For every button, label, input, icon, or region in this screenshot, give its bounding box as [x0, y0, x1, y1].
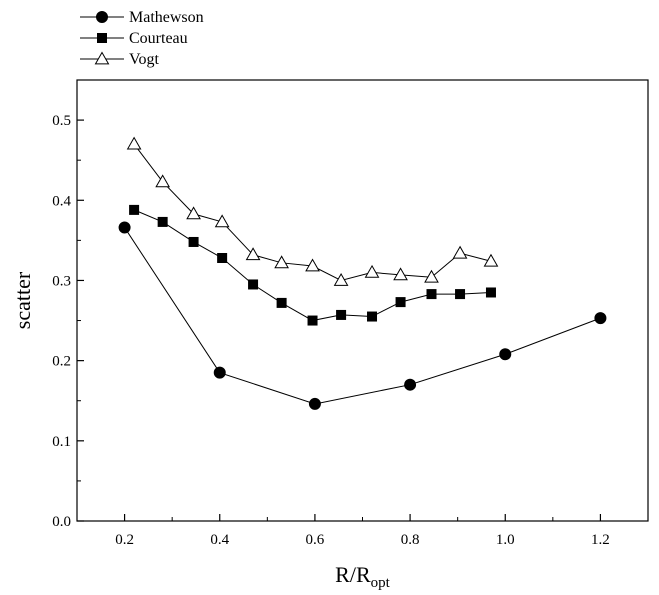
x-axis-title: R/Ropt [335, 562, 390, 591]
series-vogt [126, 136, 499, 286]
data-point [499, 348, 512, 361]
x-tick-label: 0.6 [306, 532, 325, 548]
data-point [276, 297, 287, 308]
data-point [118, 221, 131, 234]
x-tick-label: 0.2 [115, 532, 134, 548]
data-point [483, 253, 499, 267]
y-tick-label: 0.1 [52, 434, 71, 450]
data-point [404, 378, 417, 391]
series-mathewson [118, 221, 607, 410]
series-courteau [129, 204, 496, 326]
data-point [395, 297, 406, 308]
data-point [426, 289, 437, 300]
x-axis-title-subscript: opt [371, 575, 391, 591]
data-point [126, 136, 142, 150]
data-point [274, 255, 289, 269]
data-point [455, 289, 466, 300]
legend-label: Vogt [129, 51, 159, 68]
legend-marker [96, 11, 108, 23]
data-point [213, 366, 226, 379]
data-point [364, 264, 380, 278]
x-tick-label: 1.0 [496, 532, 515, 548]
data-point [393, 267, 408, 281]
plot-frame [76, 79, 649, 522]
y-axis-title: scatter [10, 271, 35, 329]
y-tick-label: 0.2 [52, 354, 71, 370]
data-point [367, 311, 378, 322]
axis-ticks: 0.2 0.4 0.6 0.8 1.0 1.2 0.0 0.1 0.2 0.3 0.4 0.5 [52, 79, 649, 548]
data-point [245, 247, 261, 261]
y-tick-label: 0.0 [52, 514, 71, 530]
y-tick-label: 0.3 [52, 273, 71, 289]
data-point [217, 253, 228, 264]
legend-marker [97, 33, 107, 43]
data-point [186, 206, 201, 220]
data-point [485, 287, 496, 298]
data-point [188, 236, 199, 247]
legend-label: Courteau [129, 30, 188, 47]
x-tick-label: 0.8 [401, 532, 420, 548]
data-point [155, 174, 171, 188]
data-point [305, 258, 320, 272]
legend-entry-vogt: Vogt [80, 51, 159, 68]
data-point [333, 272, 349, 286]
series-line [124, 227, 601, 405]
data-point [307, 315, 318, 326]
legend: Mathewson Courteau Vogt [80, 9, 204, 68]
legend-entry-courteau: Courteau [80, 30, 188, 47]
legend-label: Mathewson [129, 9, 204, 26]
x-tick-label: 1.2 [591, 532, 610, 548]
y-tick-label: 0.4 [52, 193, 71, 209]
data-point [157, 216, 168, 227]
series-layer [118, 136, 607, 410]
data-point [424, 269, 439, 283]
data-point [248, 279, 259, 290]
legend-entry-mathewson: Mathewson [80, 9, 204, 26]
data-point [594, 312, 607, 325]
data-point [452, 245, 468, 259]
y-tick-label: 0.5 [52, 113, 71, 129]
legend-marker [94, 51, 110, 65]
data-point [336, 309, 347, 320]
x-tick-label: 0.4 [210, 532, 229, 548]
data-point [214, 214, 230, 228]
data-point [129, 204, 140, 215]
data-point [308, 397, 321, 410]
